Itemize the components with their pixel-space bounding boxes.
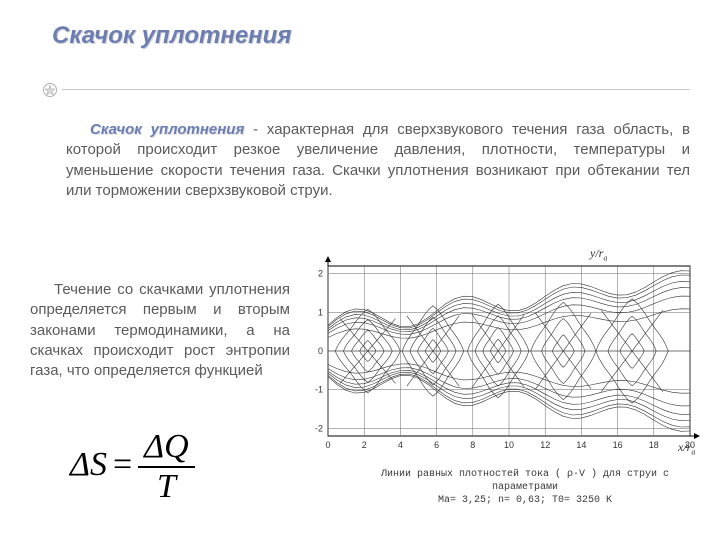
svg-text:6: 6 [434, 440, 439, 450]
svg-text:-2: -2 [315, 423, 323, 433]
formula-denominator: T [138, 468, 195, 504]
svg-text:18: 18 [649, 440, 659, 450]
density-contour-chart: 02468101214161820-2-1012 [300, 248, 700, 458]
formula-fraction: ΔQT [138, 430, 195, 504]
paragraph-1: Скачок уплотнения - характерная для свер… [66, 120, 690, 201]
svg-text:20: 20 [685, 440, 695, 450]
divider [62, 89, 690, 90]
svg-text:1: 1 [318, 307, 323, 317]
bullet-star-icon [42, 82, 58, 98]
svg-text:12: 12 [540, 440, 550, 450]
lead-term: Скачок уплотнения [90, 121, 244, 138]
svg-text:2: 2 [362, 440, 367, 450]
svg-text:4: 4 [398, 440, 403, 450]
para2-body: Течение со скачками уплотнения определяе… [30, 281, 290, 379]
chart-caption: Линии равных плотностей тока ( ρ·V ) для… [360, 468, 690, 507]
formula-numerator: ΔQ [138, 430, 195, 468]
svg-text:8: 8 [470, 440, 475, 450]
formula-lhs: ΔS [70, 446, 107, 483]
svg-text:0: 0 [318, 346, 323, 356]
caption-line-2: Ma= 3,25; n= 0,63; T0= 3250 K [438, 495, 612, 506]
svg-text:14: 14 [576, 440, 586, 450]
svg-text:16: 16 [613, 440, 623, 450]
page-title: Скачок уплотнения [52, 22, 291, 50]
equals-sign: = [107, 446, 138, 483]
svg-text:0: 0 [325, 440, 330, 450]
entropy-formula: ΔS=ΔQT [70, 430, 195, 504]
paragraph-2: Течение со скачками уплотнения определяе… [30, 280, 290, 381]
svg-text:10: 10 [504, 440, 514, 450]
caption-line-1: Линии равных плотностей тока ( ρ·V ) для… [381, 469, 669, 493]
svg-text:-1: -1 [315, 385, 323, 395]
svg-text:2: 2 [318, 269, 323, 279]
